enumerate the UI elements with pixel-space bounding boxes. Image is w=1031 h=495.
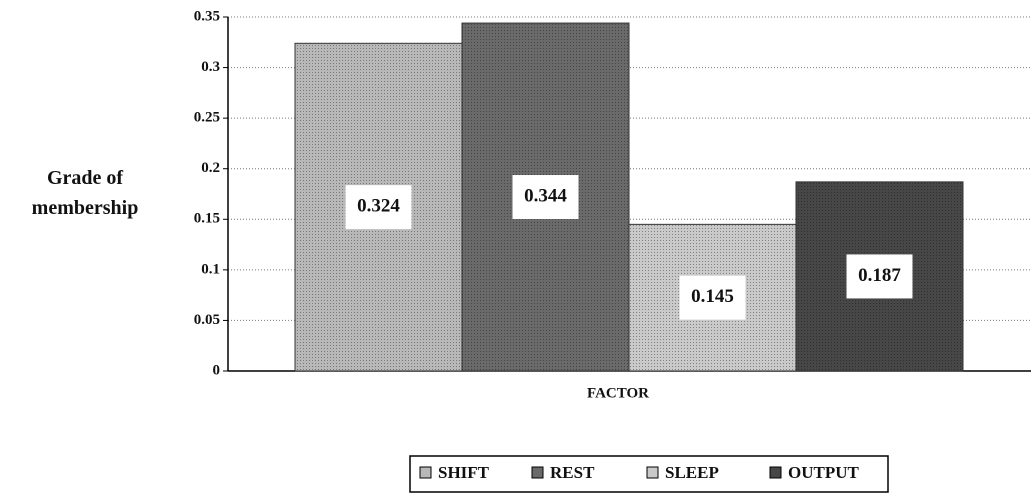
value-label: 0.324 xyxy=(357,196,400,217)
y-tick-label: 0.15 xyxy=(194,211,220,227)
legend-label: SHIFT xyxy=(438,463,490,482)
y-tick-label: 0.1 xyxy=(201,261,220,277)
legend-swatch xyxy=(646,466,659,479)
value-label: 0.145 xyxy=(691,286,734,307)
value-label: 0.344 xyxy=(524,185,567,206)
y-tick-label: 0.2 xyxy=(201,160,220,176)
y-tick-label: 0.05 xyxy=(194,312,220,328)
legend-label: OUTPUT xyxy=(788,463,860,482)
legend-label: SLEEP xyxy=(665,463,719,482)
x-axis-label: FACTOR xyxy=(587,385,649,401)
legend-swatch xyxy=(531,466,544,479)
value-label-box xyxy=(679,275,746,320)
value-label-box xyxy=(846,254,913,299)
value-label-box xyxy=(345,185,412,230)
legend-swatch xyxy=(769,466,782,479)
y-tick-label: 0 xyxy=(213,362,221,378)
value-label-box xyxy=(512,175,579,220)
y-axis-label: Grade of membership xyxy=(31,167,139,219)
value-label: 0.187 xyxy=(858,265,901,286)
y-tick-label: 0.25 xyxy=(194,110,220,126)
y-tick-label: 0.3 xyxy=(201,59,220,75)
y-tick-label: 0.35 xyxy=(194,8,220,24)
legend-swatch xyxy=(419,466,432,479)
legend-label: REST xyxy=(550,463,595,482)
